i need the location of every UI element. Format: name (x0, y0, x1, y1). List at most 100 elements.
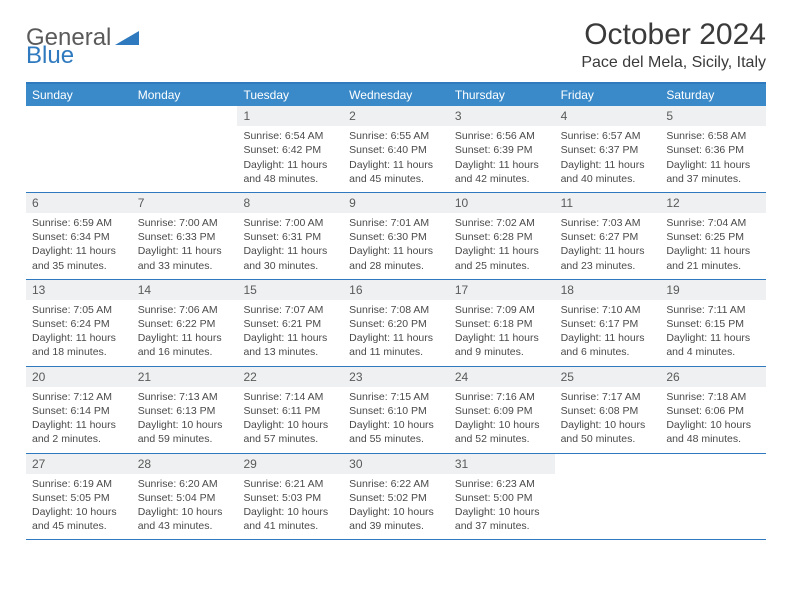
daylight-line: Daylight: 11 hours and 45 minutes. (349, 158, 443, 186)
sunset-line: Sunset: 6:13 PM (138, 404, 232, 418)
day-number: 12 (660, 193, 766, 213)
daylight-line: Daylight: 11 hours and 2 minutes. (32, 418, 126, 446)
sunset-line: Sunset: 6:25 PM (666, 230, 760, 244)
day-content: Sunrise: 6:19 AMSunset: 5:05 PMDaylight:… (26, 474, 132, 540)
day-content: Sunrise: 6:57 AMSunset: 6:37 PMDaylight:… (555, 126, 661, 192)
day-number: 22 (237, 367, 343, 387)
sunrise-line: Sunrise: 7:04 AM (666, 216, 760, 230)
day-cell: 14Sunrise: 7:06 AMSunset: 6:22 PMDayligh… (132, 280, 238, 366)
sunrise-line: Sunrise: 7:09 AM (455, 303, 549, 317)
sunset-line: Sunset: 6:24 PM (32, 317, 126, 331)
day-content: Sunrise: 6:23 AMSunset: 5:00 PMDaylight:… (449, 474, 555, 540)
sunset-line: Sunset: 5:00 PM (455, 491, 549, 505)
daylight-line: Daylight: 11 hours and 33 minutes. (138, 244, 232, 272)
day-number: 29 (237, 454, 343, 474)
daylight-line: Daylight: 11 hours and 13 minutes. (243, 331, 337, 359)
day-content: Sunrise: 7:01 AMSunset: 6:30 PMDaylight:… (343, 213, 449, 279)
daylight-line: Daylight: 11 hours and 16 minutes. (138, 331, 232, 359)
logo-blue-row: Blue (26, 42, 74, 70)
day-content: Sunrise: 7:06 AMSunset: 6:22 PMDaylight:… (132, 300, 238, 366)
sunset-line: Sunset: 6:10 PM (349, 404, 443, 418)
sunset-line: Sunset: 6:27 PM (561, 230, 655, 244)
day-content: Sunrise: 6:20 AMSunset: 5:04 PMDaylight:… (132, 474, 238, 540)
sunset-line: Sunset: 6:42 PM (243, 143, 337, 157)
day-content: Sunrise: 6:55 AMSunset: 6:40 PMDaylight:… (343, 126, 449, 192)
week-row: 1Sunrise: 6:54 AMSunset: 6:42 PMDaylight… (26, 106, 766, 193)
day-cell: 11Sunrise: 7:03 AMSunset: 6:27 PMDayligh… (555, 193, 661, 279)
sunrise-line: Sunrise: 7:02 AM (455, 216, 549, 230)
day-number: 26 (660, 367, 766, 387)
day-content: Sunrise: 6:59 AMSunset: 6:34 PMDaylight:… (26, 213, 132, 279)
logo-text-blue: Blue (26, 42, 74, 69)
sunrise-line: Sunrise: 7:07 AM (243, 303, 337, 317)
location: Pace del Mela, Sicily, Italy (581, 54, 766, 72)
sunset-line: Sunset: 6:11 PM (243, 404, 337, 418)
daylight-line: Daylight: 11 hours and 9 minutes. (455, 331, 549, 359)
day-cell: 7Sunrise: 7:00 AMSunset: 6:33 PMDaylight… (132, 193, 238, 279)
sunrise-line: Sunrise: 7:15 AM (349, 390, 443, 404)
day-content: Sunrise: 6:56 AMSunset: 6:39 PMDaylight:… (449, 126, 555, 192)
weekday-saturday: Saturday (660, 84, 766, 106)
sunrise-line: Sunrise: 7:00 AM (138, 216, 232, 230)
sunrise-line: Sunrise: 6:54 AM (243, 129, 337, 143)
day-number: 28 (132, 454, 238, 474)
sunrise-line: Sunrise: 7:18 AM (666, 390, 760, 404)
sunset-line: Sunset: 6:22 PM (138, 317, 232, 331)
day-cell: 12 Sunrise: 7:04 AMSunset: 6:25 PMDayligh… (660, 193, 766, 279)
daylight-line: Daylight: 10 hours and 37 minutes. (455, 505, 549, 533)
sunset-line: Sunset: 5:05 PM (32, 491, 126, 505)
day-number: 21 (132, 367, 238, 387)
sunrise-line: Sunrise: 6:56 AM (455, 129, 549, 143)
day-number: 17 (449, 280, 555, 300)
day-number: 27 (26, 454, 132, 474)
day-cell: 24Sunrise: 7:16 AMSunset: 6:09 PMDayligh… (449, 367, 555, 453)
day-number: 2 (343, 106, 449, 126)
logo-triangle-icon (115, 27, 139, 50)
daylight-line: Daylight: 10 hours and 50 minutes. (561, 418, 655, 446)
sunset-line: Sunset: 5:02 PM (349, 491, 443, 505)
day-number: 1 (237, 106, 343, 126)
day-content: Sunrise: 7:07 AMSunset: 6:21 PMDaylight:… (237, 300, 343, 366)
daylight-line: Daylight: 11 hours and 28 minutes. (349, 244, 443, 272)
daylight-line: Daylight: 11 hours and 23 minutes. (561, 244, 655, 272)
sunset-line: Sunset: 6:18 PM (455, 317, 549, 331)
day-content: Sunrise: 7:10 AMSunset: 6:17 PMDaylight:… (555, 300, 661, 366)
day-cell-empty (26, 106, 132, 192)
weekday-header-row: SundayMondayTuesdayWednesdayThursdayFrid… (26, 84, 766, 106)
day-cell: 28Sunrise: 6:20 AMSunset: 5:04 PMDayligh… (132, 454, 238, 540)
daylight-line: Daylight: 11 hours and 11 minutes. (349, 331, 443, 359)
day-cell-empty (555, 454, 661, 540)
day-number: 24 (449, 367, 555, 387)
day-content: Sunrise: 7:08 AMSunset: 6:20 PMDaylight:… (343, 300, 449, 366)
day-cell: 20Sunrise: 7:12 AMSunset: 6:14 PMDayligh… (26, 367, 132, 453)
sunset-line: Sunset: 6:39 PM (455, 143, 549, 157)
day-number: 13 (26, 280, 132, 300)
day-cell: 3Sunrise: 6:56 AMSunset: 6:39 PMDaylight… (449, 106, 555, 192)
sunrise-line: Sunrise: 6:22 AM (349, 477, 443, 491)
sunset-line: Sunset: 6:33 PM (138, 230, 232, 244)
daylight-line: Daylight: 11 hours and 21 minutes. (666, 244, 760, 272)
daylight-line: Daylight: 11 hours and 25 minutes. (455, 244, 549, 272)
sunset-line: Sunset: 6:21 PM (243, 317, 337, 331)
day-cell: 13Sunrise: 7:05 AMSunset: 6:24 PMDayligh… (26, 280, 132, 366)
header: General October 2024 Pace del Mela, Sici… (26, 18, 766, 72)
sunrise-line: Sunrise: 7:13 AM (138, 390, 232, 404)
day-content: Sunrise: 7:17 AMSunset: 6:08 PMDaylight:… (555, 387, 661, 453)
day-cell: 2Sunrise: 6:55 AMSunset: 6:40 PMDaylight… (343, 106, 449, 192)
daylight-line: Daylight: 10 hours and 48 minutes. (666, 418, 760, 446)
sunset-line: Sunset: 6:15 PM (666, 317, 760, 331)
day-cell: 9Sunrise: 7:01 AMSunset: 6:30 PMDaylight… (343, 193, 449, 279)
sunset-line: Sunset: 6:37 PM (561, 143, 655, 157)
day-content: Sunrise: 6:21 AMSunset: 5:03 PMDaylight:… (237, 474, 343, 540)
day-content: Sunrise: 7:16 AMSunset: 6:09 PMDaylight:… (449, 387, 555, 453)
daylight-line: Daylight: 11 hours and 48 minutes. (243, 158, 337, 186)
weekday-tuesday: Tuesday (237, 84, 343, 106)
weekday-sunday: Sunday (26, 84, 132, 106)
weekday-monday: Monday (132, 84, 238, 106)
day-cell: 5Sunrise: 6:58 AMSunset: 6:36 PMDaylight… (660, 106, 766, 192)
day-content: Sunrise: 7:05 AMSunset: 6:24 PMDaylight:… (26, 300, 132, 366)
day-content: Sunrise: 7:15 AMSunset: 6:10 PMDaylight:… (343, 387, 449, 453)
day-number: 31 (449, 454, 555, 474)
daylight-line: Daylight: 10 hours and 59 minutes. (138, 418, 232, 446)
day-cell: 18Sunrise: 7:10 AMSunset: 6:17 PMDayligh… (555, 280, 661, 366)
